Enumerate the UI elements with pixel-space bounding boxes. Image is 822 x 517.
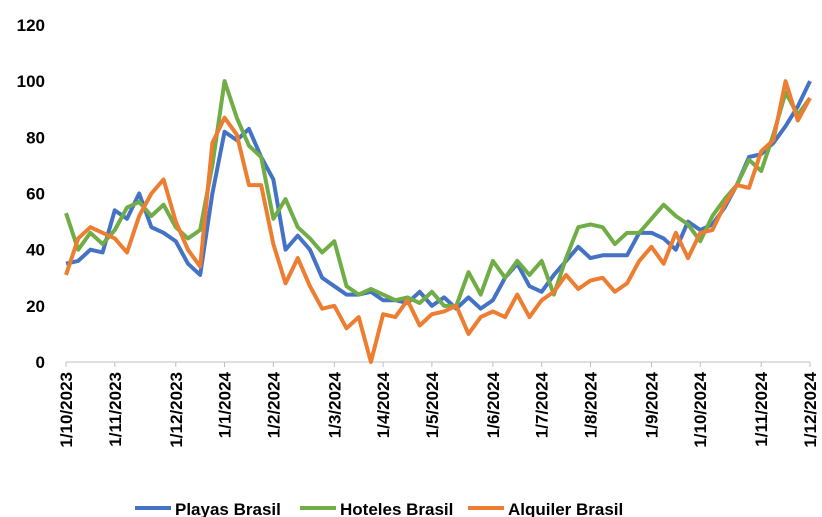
x-tick-label: 1/9/2024	[642, 371, 661, 438]
x-tick-label: 1/12/2024	[801, 371, 820, 447]
x-tick-label: 1/4/2024	[374, 371, 393, 438]
x-tick-label: 1/10/2023	[57, 372, 76, 448]
y-tick-label: 0	[36, 353, 45, 372]
x-tick-label: 1/5/2024	[423, 371, 442, 438]
series-line	[65, 80, 812, 311]
x-tick-label: 1/11/2023	[106, 372, 125, 447]
series-line	[64, 79, 812, 308]
y-tick-label: 20	[26, 297, 45, 316]
x-tick-label: 1/11/2024	[752, 371, 771, 446]
x-tick-label: 1/10/2024	[691, 371, 710, 447]
legend-label: Hoteles Brasil	[340, 500, 453, 517]
x-tick-label: 1/6/2024	[484, 371, 503, 438]
y-tick-label: 80	[26, 128, 45, 147]
y-tick-label: 120	[17, 16, 45, 35]
x-tick-label: 1/12/2023	[167, 372, 186, 448]
x-tick-label: 1/1/2024	[216, 371, 235, 438]
x-tick-label: 1/3/2024	[325, 371, 344, 438]
series-line	[64, 79, 812, 364]
legend-label: Playas Brasil	[175, 500, 281, 517]
x-tick-label: 1/2/2024	[264, 371, 283, 438]
x-tick-label: 1/7/2024	[533, 371, 552, 438]
y-tick-label: 40	[26, 241, 45, 260]
y-tick-label: 60	[26, 185, 45, 204]
y-tick-label: 100	[17, 72, 45, 91]
x-tick-label: 1/8/2024	[581, 371, 600, 438]
legend-label: Alquiler Brasil	[508, 500, 623, 517]
